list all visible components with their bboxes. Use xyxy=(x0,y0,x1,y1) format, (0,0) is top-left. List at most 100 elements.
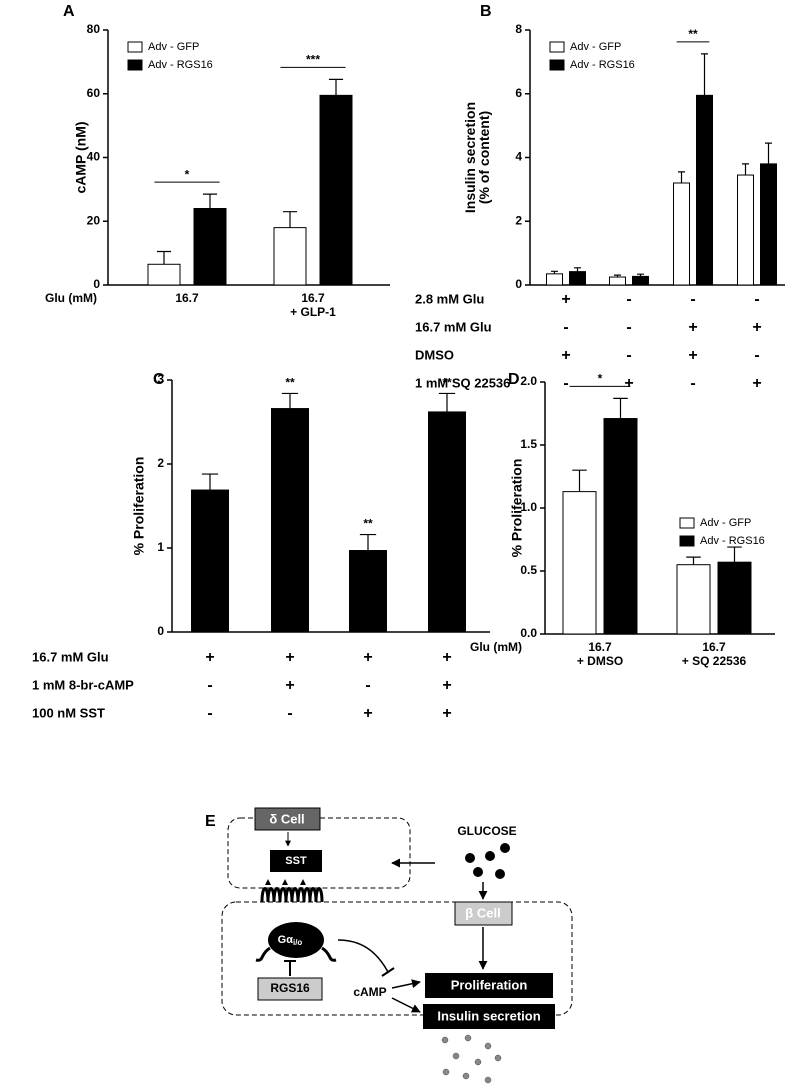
error-bar xyxy=(359,533,377,551)
condition-value: + xyxy=(624,375,633,392)
condition-label: DMSO xyxy=(415,347,454,362)
condition-value: - xyxy=(287,705,292,722)
error-bar xyxy=(573,267,582,272)
error-bar xyxy=(613,274,622,278)
g-protein-subscript: i/o xyxy=(293,938,302,947)
condition-label: 2.8 mM Glu xyxy=(415,291,484,306)
bar xyxy=(273,227,307,286)
g-protein-name: Gα xyxy=(278,934,294,946)
y-tick-label: 8 xyxy=(515,22,522,36)
y-tick-label: 0.0 xyxy=(520,626,537,640)
panel-letter: A xyxy=(63,3,75,20)
condition-value: + xyxy=(752,319,761,336)
condition-value: - xyxy=(563,375,568,392)
error-bar xyxy=(156,250,172,265)
condition-value: + xyxy=(285,677,294,694)
g-protein xyxy=(268,922,324,958)
error-bar xyxy=(550,270,559,274)
condition-value: - xyxy=(626,347,631,364)
x-tick-label: 16.7 + GLP-1 xyxy=(290,291,336,319)
condition-value: + xyxy=(688,347,697,364)
g-protein-tails xyxy=(255,946,337,962)
insulin-box xyxy=(423,1004,555,1029)
significance-label: * xyxy=(598,372,603,386)
arrow xyxy=(391,979,421,989)
y-tick-label: 3 xyxy=(157,372,164,386)
legend-label: Adv - GFP xyxy=(700,517,751,529)
error-bar xyxy=(328,78,344,96)
error-bar xyxy=(764,142,773,164)
y-tick-label: 40 xyxy=(87,150,101,164)
significance-label: * xyxy=(185,167,190,181)
significance-label: ** xyxy=(285,376,295,390)
rgs16-box xyxy=(257,977,323,1001)
condition-value: - xyxy=(690,375,695,392)
legend-label: Adv - GFP xyxy=(148,41,199,53)
delta-cell-label-box xyxy=(254,807,321,831)
condition-value: - xyxy=(207,705,212,722)
panel-2: C 0 1 2 3 % Proliferation ** ** ** 16.7 mM Glu + + +… xyxy=(32,371,490,722)
legend-swatch xyxy=(127,41,143,53)
condition-value: - xyxy=(365,677,370,694)
legend-swatch xyxy=(679,535,695,547)
camp-label: cAMP xyxy=(353,985,386,999)
bar xyxy=(428,411,466,633)
legend-swatch xyxy=(679,517,695,529)
condition-value: - xyxy=(754,291,759,308)
y-tick-label: 20 xyxy=(87,213,101,227)
error-bar xyxy=(438,392,456,412)
bar xyxy=(676,564,711,635)
bar xyxy=(717,561,752,635)
legend-label: Adv - RGS16 xyxy=(700,535,765,547)
error-bar xyxy=(572,469,587,492)
bar xyxy=(271,408,309,633)
y-tick-label: 0 xyxy=(515,277,522,291)
bar xyxy=(349,550,387,633)
condition-value: + xyxy=(442,677,451,694)
y-tick-label: 0.5 xyxy=(520,563,537,577)
legend-swatch xyxy=(549,59,565,71)
panel-3: D 0.0 0.5 1.0 1.5 2.0 % Proliferation * 16.7 + DM… xyxy=(470,371,775,668)
delta-cell-label: δ Cell xyxy=(269,811,304,826)
y-tick-label: 0 xyxy=(157,624,164,638)
y-tick-label: 1.0 xyxy=(520,500,537,514)
y-tick-label: 2.0 xyxy=(520,374,537,388)
condition-label: 100 nM SST xyxy=(32,705,105,720)
error-bar xyxy=(201,473,219,491)
significance-label: *** xyxy=(306,53,320,67)
bar xyxy=(562,491,597,635)
y-tick-label: 2 xyxy=(515,213,522,227)
proliferation-label: Proliferation xyxy=(451,977,528,992)
condition-value: + xyxy=(442,649,451,666)
bar xyxy=(191,489,229,633)
y-axis-label: Insulin secretion(% of content) xyxy=(462,102,492,213)
error-bar xyxy=(700,53,709,96)
release-arrows xyxy=(265,879,306,885)
x-tick-label: 16.7 + DMSO xyxy=(577,640,623,668)
y-tick-label: 6 xyxy=(515,86,522,100)
glucose-label: GLUCOSE xyxy=(457,824,516,838)
legend-label: Adv - RGS16 xyxy=(148,59,213,71)
insulin-label: Insulin secretion xyxy=(437,1008,540,1023)
condition-value: + xyxy=(205,649,214,666)
inhibit xyxy=(337,939,389,973)
legend-label: Adv - RGS16 xyxy=(570,59,635,71)
bar xyxy=(737,174,754,286)
x-axis-label: Glu (mM) xyxy=(470,640,522,654)
x-tick-label: 16.7 xyxy=(175,291,199,305)
error-bar xyxy=(686,556,701,565)
x-axis-label: Glu (mM) xyxy=(45,291,97,305)
rgs16-label: RGS16 xyxy=(270,981,310,995)
beta-cell-label-box xyxy=(454,901,513,926)
condition-value: + xyxy=(561,291,570,308)
bar xyxy=(193,208,227,286)
x-tick-label: 16.7 + SQ 22536 xyxy=(682,640,747,668)
insulin-granules xyxy=(441,1034,502,1084)
significance-label: ** xyxy=(442,376,452,390)
y-tick-label: 2 xyxy=(157,456,164,470)
proliferation-box xyxy=(425,973,553,998)
bar xyxy=(673,182,690,286)
panel-letter: C xyxy=(153,371,165,388)
y-tick-label: 1 xyxy=(157,540,164,554)
condition-value: - xyxy=(207,677,212,694)
